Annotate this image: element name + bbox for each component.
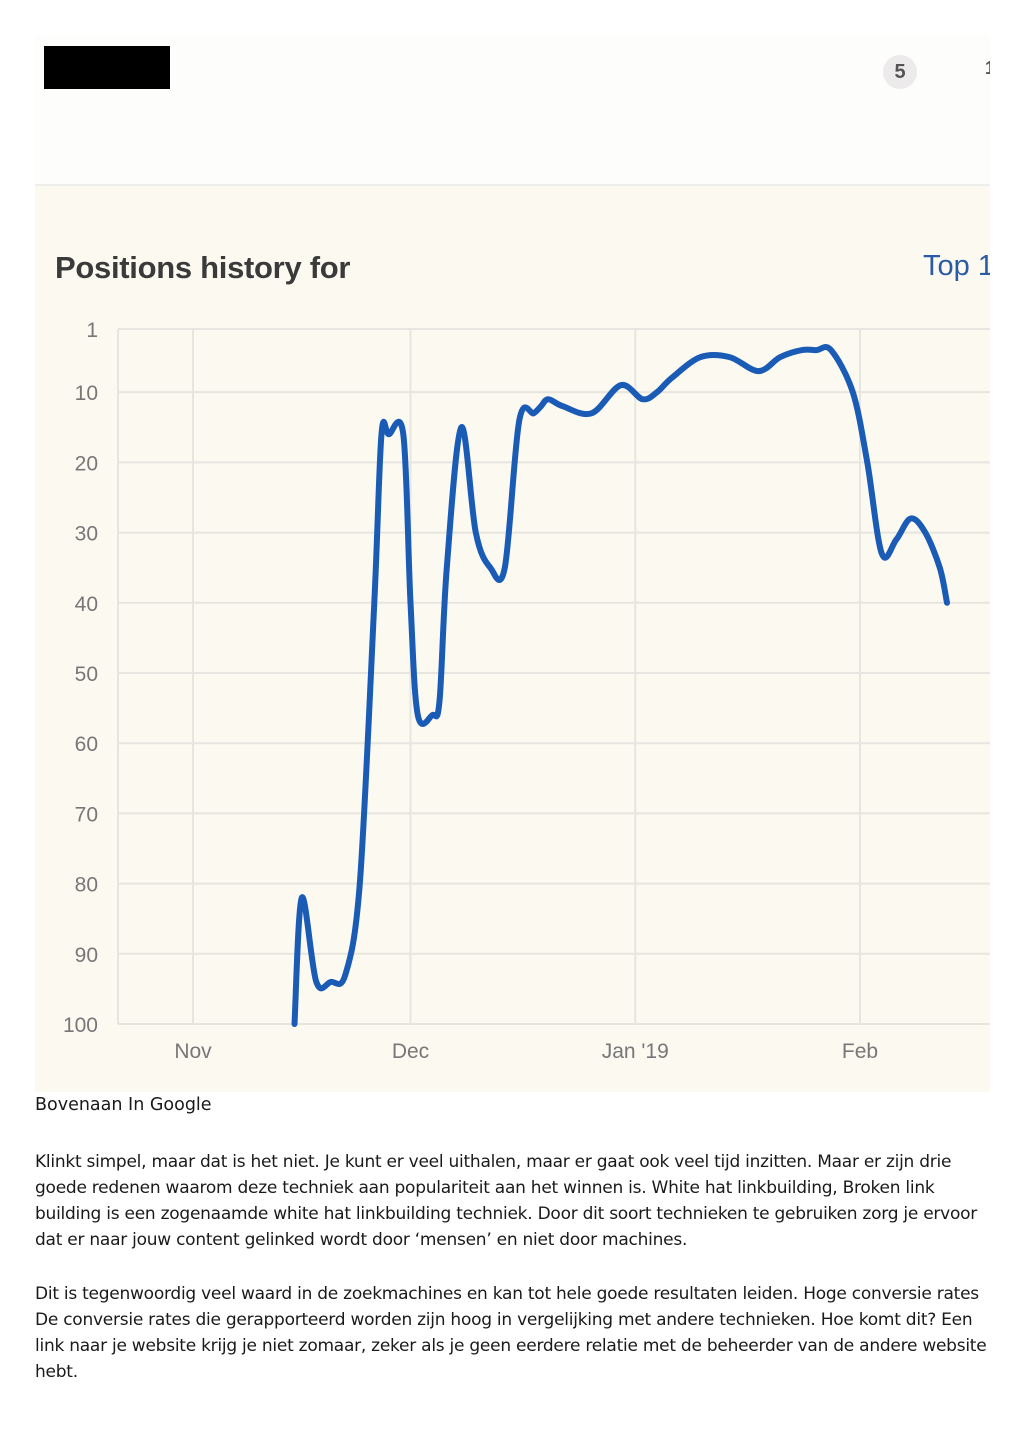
cut-off-badge: 1	[985, 58, 990, 79]
y-tick-label: 10	[75, 382, 98, 405]
x-tick-label: Dec	[392, 1040, 429, 1063]
paragraph-2: Dit is tegenwoordig veel waard in de zoe…	[35, 1284, 987, 1382]
y-tick-label: 70	[75, 803, 98, 826]
y-tick-label: 1	[86, 319, 98, 342]
paragraph-1: Klinkt simpel, maar dat is het niet. Je …	[35, 1152, 978, 1250]
embedded-screenshot: 5 1 1 10 20 30 40 50 60 70 80 90 100 Nov Dec Jan '19 F…	[35, 36, 990, 1092]
y-tick-label: 30	[75, 523, 98, 546]
count-badge: 5	[883, 55, 917, 89]
x-tick-label: Feb	[842, 1040, 878, 1063]
position-line	[291, 343, 950, 1027]
redacted-logo	[44, 46, 170, 89]
y-tick-label: 90	[75, 944, 98, 967]
positions-chart: 1 10 20 30 40 50 60 70 80 90 100 Nov Dec Jan '19 Feb	[63, 319, 990, 1063]
y-tick-label: 60	[75, 733, 98, 756]
screenshot-header: 5 1	[35, 36, 990, 186]
x-tick-label: Nov	[174, 1040, 212, 1063]
positions-chart-panel: 1 10 20 30 40 50 60 70 80 90 100 Nov Dec Jan '19 Feb P…	[35, 186, 990, 1092]
y-tick-label: 40	[75, 593, 98, 616]
image-caption: Bovenaan In Google	[35, 1095, 212, 1115]
y-tick-label: 20	[75, 452, 98, 475]
top-filter-link[interactable]: Top 1	[923, 250, 990, 282]
y-tick-label: 50	[75, 663, 98, 686]
chart-title: Positions history for	[55, 250, 351, 285]
y-tick-label: 80	[75, 874, 98, 897]
x-tick-label: Jan '19	[602, 1040, 669, 1063]
y-tick-label: 100	[63, 1014, 98, 1037]
